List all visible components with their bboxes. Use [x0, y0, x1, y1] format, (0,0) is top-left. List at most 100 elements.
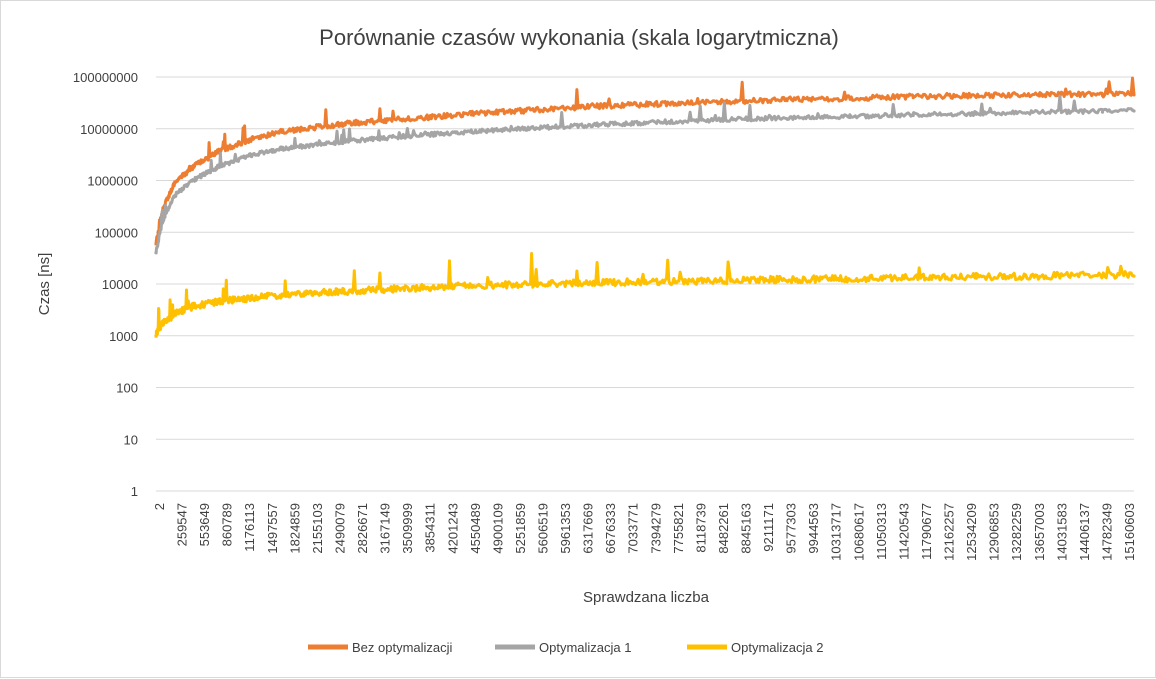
data-point [659, 103, 663, 107]
data-point [533, 109, 537, 113]
data-point [974, 112, 978, 116]
x-tick-label: 2490079 [332, 503, 347, 554]
x-tick-label: 7394279 [648, 503, 663, 554]
y-tick-label: 100 [116, 381, 138, 396]
y-axis-ticks: 1 10 100 1000 10000 100000 1000000 10000000 1000… [73, 70, 138, 499]
legend-label: Optymalizacja 2 [731, 640, 823, 655]
x-tick-label: 3167149 [378, 503, 393, 554]
x-axis-title: Sprawdzana liczba [583, 589, 710, 606]
y-tick-label: 1000 [109, 329, 138, 344]
y-axis-title: Czas [ns] [36, 253, 53, 316]
x-tick-label: 4550489 [468, 503, 483, 554]
data-point [192, 306, 196, 310]
data-point [1100, 93, 1105, 98]
x-tick-label: 14406137 [1077, 503, 1092, 561]
series-layer [154, 76, 1136, 338]
data-point [1100, 110, 1105, 114]
series-line [154, 252, 1135, 338]
data-point [596, 124, 600, 128]
x-tick-label: 259547 [175, 503, 190, 546]
data-point [1037, 94, 1041, 98]
data-point [280, 294, 284, 298]
chart-title: Porównanie czasów wykonania (skala logar… [319, 25, 839, 50]
data-point [1132, 109, 1136, 113]
data-point [911, 113, 915, 118]
x-tick-label: 1497557 [265, 503, 280, 554]
x-tick-label: 13657003 [1032, 503, 1047, 561]
data-point [173, 313, 177, 317]
data-point [249, 154, 253, 158]
data-point [974, 276, 978, 280]
data-point [217, 301, 221, 305]
data-point [1100, 274, 1105, 278]
x-tick-label: 15160603 [1122, 503, 1137, 561]
legend-item: Optymalizacja 2 [687, 640, 823, 655]
data-point [192, 178, 196, 183]
x-tick-label: 4201243 [445, 503, 460, 554]
x-tick-label: 11050313 [874, 503, 889, 560]
series-line-bez-optymalizacji [154, 76, 1136, 246]
x-tick-label: 7755821 [671, 503, 686, 554]
x-tick-label: 6317669 [581, 503, 596, 554]
data-point [848, 97, 852, 101]
data-point [911, 277, 915, 281]
x-tick-label: 3854311 [423, 503, 438, 553]
x-tick-label: 2 [152, 503, 167, 510]
data-point [1132, 274, 1136, 278]
x-tick-label: 3509999 [400, 503, 415, 554]
data-point [343, 123, 347, 127]
data-point [659, 121, 663, 125]
series-line-optymalizacja-1 [154, 94, 1136, 255]
data-point [785, 279, 789, 283]
data-point [249, 138, 253, 142]
y-tick-label: 1000000 [87, 174, 138, 189]
data-point [1037, 275, 1041, 279]
legend-item: Optymalizacja 1 [495, 640, 631, 655]
data-point [469, 113, 474, 117]
data-point [160, 323, 164, 327]
x-tick-label: 12534209 [964, 503, 979, 561]
data-point [848, 115, 852, 120]
data-point [406, 135, 410, 139]
x-tick-label: 6676333 [603, 503, 618, 554]
y-tick-label: 1 [131, 484, 138, 499]
x-tick-label: 10313717 [829, 503, 844, 561]
x-tick-label: 860789 [220, 503, 235, 546]
y-tick-label: 100000 [95, 225, 138, 240]
x-tick-label: 12162257 [942, 503, 957, 561]
x-tick-label: 13282259 [1009, 503, 1024, 561]
data-point [1037, 111, 1041, 115]
series-line [154, 94, 1135, 255]
data-point [911, 96, 915, 100]
data-point [249, 298, 253, 302]
data-point [280, 130, 284, 134]
x-tick-label: 7033771 [626, 503, 641, 554]
data-point [1132, 93, 1136, 97]
data-point [722, 118, 726, 122]
x-tick-label: 5251859 [513, 503, 528, 554]
legend-label: Optymalizacja 1 [539, 640, 631, 655]
x-tick-label: 4900109 [490, 503, 505, 554]
x-tick-label: 553649 [197, 503, 212, 546]
x-tick-label: 12906853 [987, 503, 1002, 561]
x-tick-label: 5606519 [535, 503, 550, 554]
x-tick-label: 11790677 [919, 503, 934, 560]
x-tick-label: 11420543 [896, 503, 911, 560]
data-point [173, 181, 177, 185]
data-point [469, 130, 474, 134]
x-tick-label: 9577303 [784, 503, 799, 554]
data-point [659, 281, 663, 285]
x-axis-ticks: 2 259547 553649 860789 1176113 1497557 1824859… [152, 503, 1137, 561]
data-point [785, 117, 789, 121]
data-point [217, 165, 221, 169]
x-tick-label: 14782349 [1099, 503, 1114, 561]
legend-item: Bez optymalizacji [308, 640, 453, 655]
data-point [154, 334, 158, 338]
data-point [343, 140, 347, 144]
data-point [533, 283, 537, 287]
data-point [785, 99, 789, 103]
x-tick-label: 2826671 [355, 503, 370, 554]
x-tick-label: 5961353 [558, 503, 573, 554]
